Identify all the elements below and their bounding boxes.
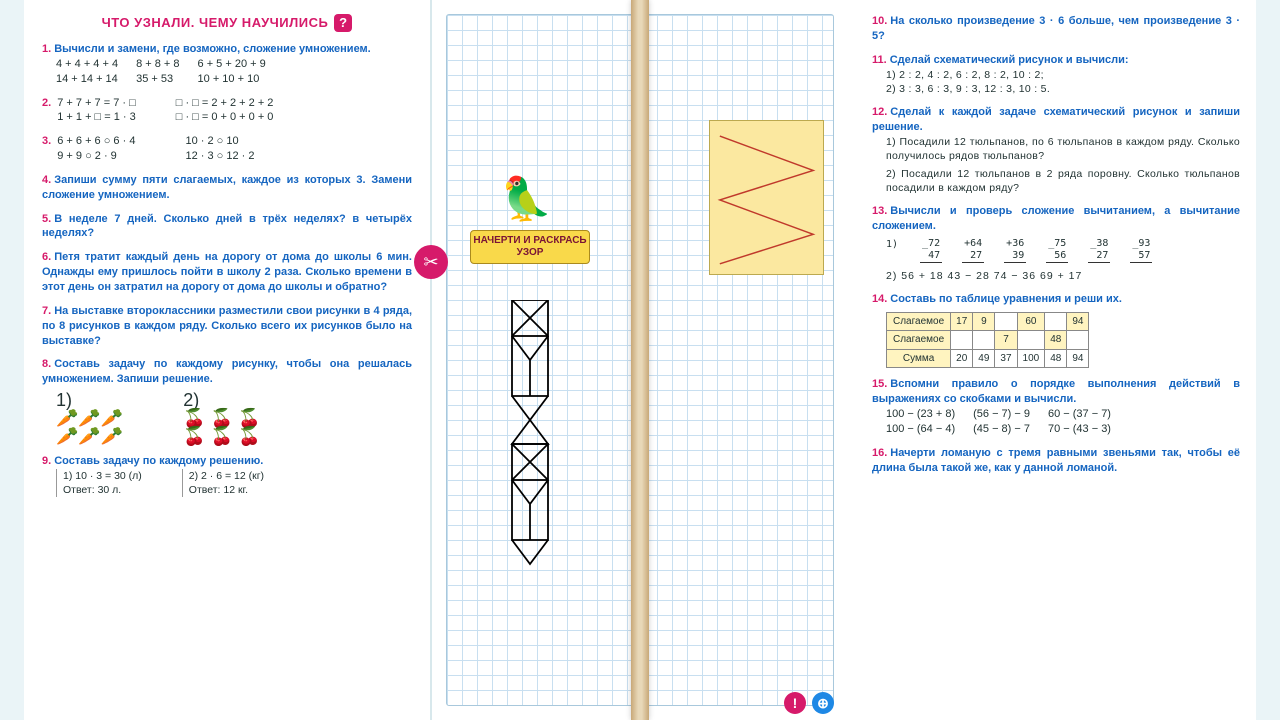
problem-12: 12.Сделай к каждой задаче схематический … <box>872 105 1240 195</box>
problem-9: 9.Составь задачу по каждому решению. 1) … <box>42 454 412 497</box>
right-page: 10.На сколько произведение 3 · 6 больше,… <box>848 0 1256 720</box>
left-page: ЧТО УЗНАЛИ. ЧЕМУ НАУЧИЛИСЬ? 1.Вычисли и … <box>24 0 432 720</box>
book-spine <box>631 0 649 720</box>
geometric-pattern <box>500 300 560 580</box>
parrot-image: 🦜 <box>500 175 552 224</box>
question-icon: ? <box>334 14 352 32</box>
problem-13: 13.Вычисли и проверь сложение вычитанием… <box>872 204 1240 283</box>
problem-3: 3. 6 + 6 + 6 ○ 6 · 49 + 9 ○ 2 · 910 · 2 … <box>42 134 412 164</box>
equation-table: Слагаемое1796094Слагаемое748Сумма2049371… <box>886 312 1089 369</box>
problem-2: 2. 7 + 7 + 7 = 7 · □1 + 1 + □ = 1 · 3□ ·… <box>42 96 412 126</box>
middle-panel: ✂ 🦜 НАЧЕРТИ И РАСКРАСЬ УЗОР ! ⊕ <box>432 0 848 720</box>
problem-16: 16.Начерти ломаную с тремя равными звень… <box>872 446 1240 476</box>
yellow-pattern <box>709 120 824 275</box>
draw-label: НАЧЕРТИ И РАСКРАСЬ УЗОР <box>470 230 590 264</box>
carrots-image: 1)🥕🥕🥕🥕🥕🥕 <box>56 391 123 445</box>
problem-7: 7.На выставке второклассники разместили … <box>42 304 412 349</box>
scissors-icon[interactable]: ✂ <box>414 245 448 279</box>
cherries-image: 2)🍒 🍒 🍒🍒 🍒 🍒 <box>183 391 260 445</box>
problem-8: 8.Составь задачу по каждому рисунку, что… <box>42 357 412 445</box>
globe-icon[interactable]: ⊕ <box>812 692 834 714</box>
problem-5: 5.В неделе 7 дней. Сколько дней в трёх н… <box>42 212 412 242</box>
problem-1: 1.Вычисли и замени, где возможно, сложен… <box>42 42 412 87</box>
problem-14: 14.Составь по таблице уравнения и реши и… <box>872 292 1240 368</box>
problem-10: 10.На сколько произведение 3 · 6 больше,… <box>872 14 1240 44</box>
problem-15: 15.Вспомни правило о порядке выполнения … <box>872 377 1240 436</box>
problem-11: 11.Сделай схематический рисунок и вычисл… <box>872 53 1240 96</box>
alert-icon[interactable]: ! <box>784 692 806 714</box>
problem-4: 4.Запиши сумму пяти слагаемых, каждое из… <box>42 173 412 203</box>
page-header: ЧТО УЗНАЛИ. ЧЕМУ НАУЧИЛИСЬ? <box>42 14 412 32</box>
problem-6: 6.Петя тратит каждый день на дорогу от д… <box>42 250 412 295</box>
